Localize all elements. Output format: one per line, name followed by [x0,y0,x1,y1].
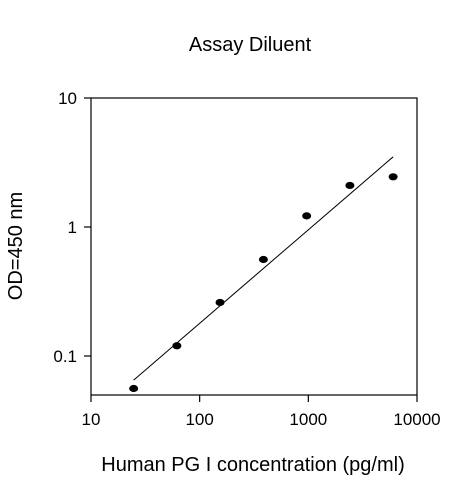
y-axis-label: OD=450 nm [5,192,27,300]
y-tick-label: 0.1 [53,347,77,366]
data-point [172,342,182,350]
x-axis-ticks [90,395,418,402]
plot-area-frame [90,97,418,396]
data-point [129,384,139,393]
y-tick-label: 1 [68,218,77,237]
x-axis-label: Human PG I concentration (pg/ml) [101,454,404,476]
data-points [129,173,398,393]
chart-title: Assay Diluent [189,34,312,56]
x-tick-label: 10 [82,410,101,429]
data-point [388,173,398,181]
y-axis-tick-labels: 0.1 1 10 [53,89,77,366]
data-point [302,212,312,220]
data-point [215,298,225,307]
x-tick-label: 100 [185,410,213,429]
data-point [345,181,355,190]
y-axis-ticks [84,97,91,357]
y-tick-label: 10 [58,89,77,108]
x-tick-label: 10000 [393,410,440,429]
data-point [258,255,268,264]
x-tick-label: 1000 [289,410,327,429]
x-axis-tick-labels: 10 100 1000 10000 [82,410,441,429]
